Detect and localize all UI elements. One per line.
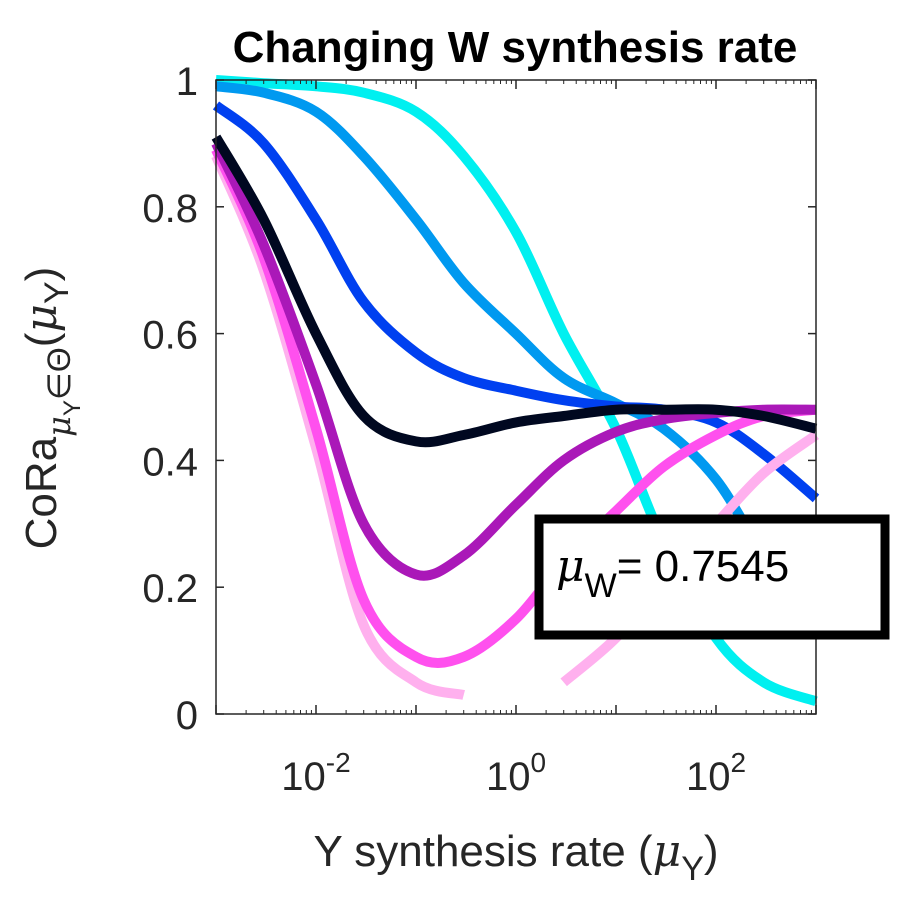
y-axis-label-sub-mu: μ (40, 416, 78, 437)
plot-area (211, 75, 820, 715)
annotation-text: μW= 0.7545 (556, 541, 789, 605)
x-axis-label-sub: Y (681, 850, 704, 888)
y-axis-label-base: CoRa (17, 436, 66, 549)
y-axis-label-sub-sub: Y (59, 400, 86, 416)
x-tick-labels: 10-2 100 102 (281, 747, 746, 799)
y-tick-label: 0.4 (142, 440, 198, 484)
y-tick-label: 0.8 (142, 187, 198, 231)
x-axis-label-suffix: ) (704, 827, 719, 876)
series-line-2 (215, 81, 820, 629)
x-tick-label: 102 (686, 747, 746, 799)
annotation-value: = 0.7545 (617, 542, 790, 591)
y-tick-label: 0.2 (142, 567, 198, 611)
y-tick-label: 1 (176, 60, 198, 104)
series-line-3 (212, 101, 820, 503)
annotation-box: μW= 0.7545 (534, 514, 890, 640)
x-axis-label-prefix: Y synthesis rate ( (313, 827, 652, 876)
x-tick-label: 100 (486, 747, 546, 799)
y-tick-labels: 0 0.2 0.4 0.6 0.8 1 (142, 60, 198, 738)
x-tick-label: 10-2 (281, 747, 350, 799)
y-axis-label-sub-rest: ∈Θ (41, 347, 77, 400)
y-axis-label: CoRaμY∈Θ(μY) (16, 267, 86, 550)
x-axis-label: Y synthesis rate (μY) (313, 826, 718, 888)
y-tick-label: 0 (176, 694, 198, 738)
y-axis-label-arg-mu: μ (16, 304, 67, 333)
annotation-sub: W (585, 567, 617, 605)
y-axis-label-arg-sub: Y (38, 281, 76, 304)
y-axis-label-arg-open: ( (17, 332, 66, 347)
chart-title: Changing W synthesis rate (233, 23, 798, 72)
y-tick-label: 0.6 (142, 314, 198, 358)
annotation-frame (534, 514, 890, 640)
annotation-mu: μ (556, 541, 585, 592)
series-line-4 (211, 134, 818, 448)
series-line-6 (211, 147, 817, 668)
series-layer (211, 75, 820, 707)
y-axis-label-arg-close: ) (17, 267, 66, 282)
axes-layer (215, 79, 817, 715)
x-axis-label-mu: μ (653, 826, 682, 877)
